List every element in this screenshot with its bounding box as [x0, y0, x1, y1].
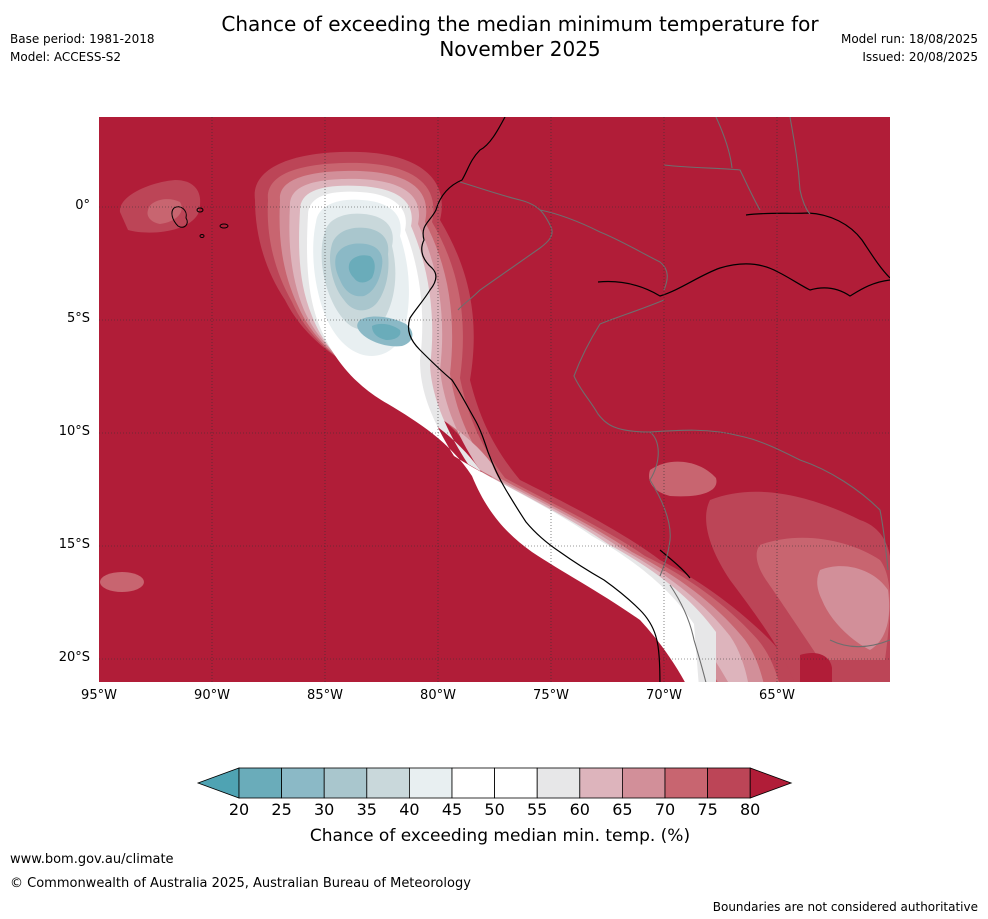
issued-date: Issued: 20/08/2025: [862, 50, 978, 64]
lake-titicaca-shore: [659, 549, 691, 579]
border-north-2: [789, 117, 811, 215]
colorbar-extend-high: [749, 767, 793, 799]
colorbar-segment: [281, 767, 325, 799]
colorbar-tick-label: 40: [399, 800, 420, 819]
inland-anomaly-1: [648, 461, 717, 497]
colorbar-segment: [451, 767, 495, 799]
title-line-2: November 2025: [439, 37, 601, 61]
lon-label-85w: 85°W: [307, 688, 343, 703]
colorbar-segment: [408, 767, 453, 799]
lon-label-90w: 90°W: [194, 688, 230, 703]
colorbar-segment: [238, 767, 282, 799]
map-title: Chance of exceeding the median minimum t…: [170, 12, 870, 62]
lon-label-75w: 75°W: [533, 688, 569, 703]
border-north-1: [715, 117, 733, 169]
colorbar-segment: [494, 767, 538, 799]
lon-label-95w: 95°W: [81, 688, 117, 703]
colorbar-segment: [664, 767, 708, 799]
galapagos-island-2: [196, 207, 204, 213]
lon-label-70w: 70°W: [646, 688, 682, 703]
footer-disclaimer: Boundaries are not considered authoritat…: [712, 900, 978, 914]
base-period: Base period: 1981-2018: [10, 32, 155, 46]
colorbar-segment: [622, 767, 666, 799]
colorbar-tick-label: 45: [441, 800, 463, 819]
small-anomaly-south: [100, 572, 144, 592]
colorbar-tick-label: 70: [654, 800, 676, 819]
colorbar-segment: [707, 767, 751, 799]
colorbar-tick-label: 20: [228, 800, 250, 819]
inland-anomaly-4: [817, 566, 890, 650]
galapagos-island-1: [171, 206, 188, 228]
footer-url: www.bom.gov.au/climate: [10, 852, 174, 867]
lat-label-0: 0°: [75, 198, 90, 213]
coastline-amazon-north: [745, 212, 890, 279]
lon-label-80w: 80°W: [420, 688, 456, 703]
model-name: Model: ACCESS-S2: [10, 50, 122, 64]
colorbar-extend-low: [196, 767, 240, 799]
colorbar: [196, 767, 793, 799]
border-ecuador-colombia-peru: [457, 181, 553, 311]
colorbar-tick-label: 25: [271, 800, 292, 819]
lat-label-15s: 15°S: [58, 537, 90, 552]
coastline-west: [407, 117, 661, 682]
colorbar-label: Chance of exceeding median min. temp. (%…: [309, 826, 691, 846]
colorbar-tick-label: 65: [612, 800, 633, 819]
colorbar-tick-label: 35: [356, 800, 377, 819]
colorbar-tick-label: 30: [314, 800, 335, 819]
border-bolivia-brazil: [649, 429, 889, 571]
colorbar-tick-label: 50: [484, 800, 505, 819]
border-colombia-venezuela: [663, 164, 761, 211]
lon-label-65w: 65°W: [759, 688, 795, 703]
colorbar-segment: [366, 767, 410, 799]
title-line-1: Chance of exceeding the median minimum t…: [221, 12, 819, 36]
meta-left: Base period: 1981-2018 Model: ACCESS-S2: [10, 30, 155, 66]
border-south-east: [829, 639, 890, 648]
colorbar-segment: [579, 767, 623, 799]
border-chile-bolivia: [669, 584, 707, 682]
graticule: [99, 117, 890, 682]
colorbar-tick-label: 75: [697, 800, 718, 819]
colorbar-segment: [323, 767, 368, 799]
model-run: Model run: 18/08/2025: [840, 32, 978, 46]
inland-pocket: [800, 652, 832, 682]
river-amazon: [597, 263, 890, 297]
probability-map: [99, 117, 890, 682]
colorbar-segment: [536, 767, 581, 799]
galapagos-island-3: [219, 223, 229, 229]
lat-label-10s: 10°S: [58, 424, 90, 439]
colorbar-tick-label: 60: [569, 800, 590, 819]
lat-label-20s: 20°S: [58, 650, 90, 665]
galapagos-island-4: [199, 234, 205, 238]
contour-25: [348, 255, 375, 283]
border-colombia-peru: [539, 209, 668, 291]
border-peru-brazil-bolivia: [573, 299, 671, 577]
colorbar-tick-label: 55: [527, 800, 548, 819]
contour-25-south: [372, 323, 401, 340]
footer-copyright: © Commonwealth of Australia 2025, Austra…: [10, 876, 471, 891]
meta-right: Model run: 18/08/2025 Issued: 20/08/2025: [841, 30, 978, 66]
lat-label-5s: 5°S: [66, 311, 90, 326]
colorbar-tick-label: 80: [740, 800, 761, 819]
